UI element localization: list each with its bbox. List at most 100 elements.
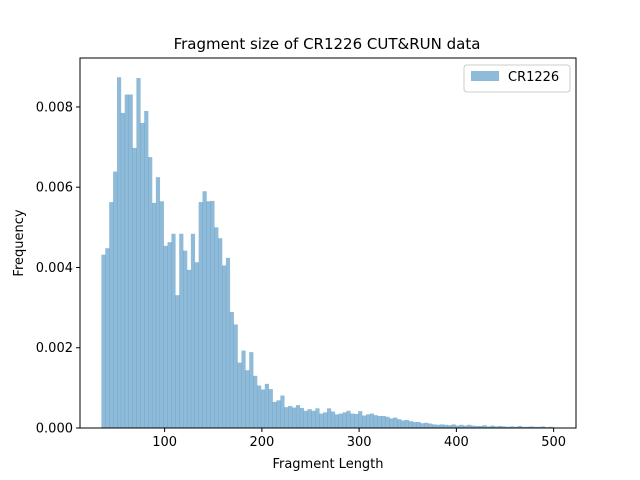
histogram-bar [198, 202, 203, 428]
y-tick-label: 0.004 [36, 261, 73, 276]
histogram-bar [369, 413, 375, 428]
histogram-bar [319, 413, 324, 428]
histogram-bar [264, 383, 269, 428]
histogram-bar [249, 352, 254, 428]
histogram-bar [171, 233, 176, 428]
histogram-bar [377, 415, 382, 428]
histogram-bar [509, 426, 515, 428]
histogram-bar [163, 245, 168, 428]
histogram-bar [148, 157, 153, 429]
x-tick-label: 300 [347, 435, 372, 450]
y-tick-label: 0.002 [36, 341, 73, 356]
histogram-bar [124, 94, 129, 429]
histogram-bar [455, 425, 460, 428]
histogram-bar [175, 295, 180, 428]
histogram-bar [463, 425, 468, 428]
histogram-bar [447, 425, 452, 428]
histogram-bar [400, 420, 406, 428]
histogram-bar [155, 177, 161, 428]
chart-title: Fragment size of CR1226 CUT&RUN data [174, 35, 481, 53]
y-tick-label: 0.008 [36, 100, 73, 115]
histogram-bar [424, 422, 429, 428]
histogram-bar [105, 248, 110, 428]
histogram-bar [498, 425, 503, 428]
histogram-bar [404, 419, 410, 428]
plot-frame [79, 57, 577, 429]
y-tick-label: 0.000 [36, 422, 73, 437]
histogram-bar [183, 250, 188, 428]
histogram-bar [416, 421, 421, 428]
histogram-bar [253, 375, 258, 428]
histogram-bar [474, 425, 480, 428]
histogram-bar [315, 408, 320, 428]
histogram-bar [233, 324, 238, 428]
y-axis-ticks: 0.000 0.002 0.004 0.006 0.008 [36, 100, 80, 437]
histogram-bar [470, 425, 476, 428]
histogram-bar [350, 413, 355, 428]
histogram-bar [505, 426, 511, 428]
legend: CR1226 [463, 64, 571, 93]
histogram-bar [334, 414, 339, 428]
histogram-bar [276, 400, 281, 428]
histogram-bar [260, 389, 266, 428]
histogram-bar [140, 123, 145, 428]
histogram-bar [221, 265, 227, 428]
histogram-bar [330, 411, 336, 428]
histogram-bar [432, 424, 437, 428]
histogram-bar [288, 405, 293, 428]
histogram-bar [186, 269, 192, 428]
histogram-bar [358, 411, 363, 428]
histogram-bar [346, 410, 351, 428]
x-axis-label: Fragment Length [272, 457, 383, 472]
histogram-bar [428, 423, 433, 428]
histogram-bar [397, 419, 402, 428]
histogram-bar [540, 426, 546, 428]
histogram-bar [237, 362, 242, 428]
histogram-bar [342, 412, 347, 428]
histogram-bar [373, 415, 378, 428]
histogram-bar [295, 405, 301, 428]
histogram-bar [194, 262, 199, 428]
x-tick-label: 400 [444, 435, 469, 450]
histogram-bar [218, 238, 223, 428]
histogram-bar [272, 401, 277, 428]
histogram-bar [490, 425, 495, 428]
histogram-bar [451, 424, 456, 428]
histogram-bar [303, 410, 308, 428]
histogram-bar [408, 421, 413, 428]
y-tick-label: 0.006 [36, 181, 73, 196]
histogram-bar [284, 407, 289, 428]
histogram-bar [179, 233, 184, 428]
x-axis-ticks: 100 200 300 400 500 [152, 428, 566, 450]
histogram-bar [443, 424, 448, 428]
histogram-bar [478, 425, 483, 428]
histogram-bar [521, 426, 526, 428]
histogram-bar [132, 147, 137, 428]
histogram-bar [537, 426, 542, 428]
histogram-bar [241, 350, 246, 428]
histogram-bar [517, 425, 522, 428]
histogram-bar [533, 426, 538, 428]
histogram-bar [494, 426, 499, 428]
histogram-bar [412, 421, 417, 428]
histogram-bar [435, 424, 441, 428]
histogram-bar [502, 426, 507, 428]
x-tick-label: 200 [249, 435, 274, 450]
histogram-bar [393, 417, 398, 428]
histogram-bar [299, 407, 304, 428]
histogram-bar [548, 426, 553, 428]
histogram-bar [210, 200, 215, 428]
histogram-bar [354, 413, 359, 428]
histogram-bar [268, 389, 273, 428]
histogram-bar [159, 201, 164, 428]
histogram-bar [120, 112, 126, 429]
histogram-bar [327, 408, 332, 428]
legend-swatch [471, 71, 499, 81]
histogram-bar [128, 94, 133, 429]
histogram-bar [525, 426, 530, 428]
legend-label: CR1226 [508, 70, 559, 85]
histogram-bar [467, 424, 472, 428]
y-axis-label: Frequency [12, 209, 27, 276]
x-tick-label: 500 [541, 435, 566, 450]
